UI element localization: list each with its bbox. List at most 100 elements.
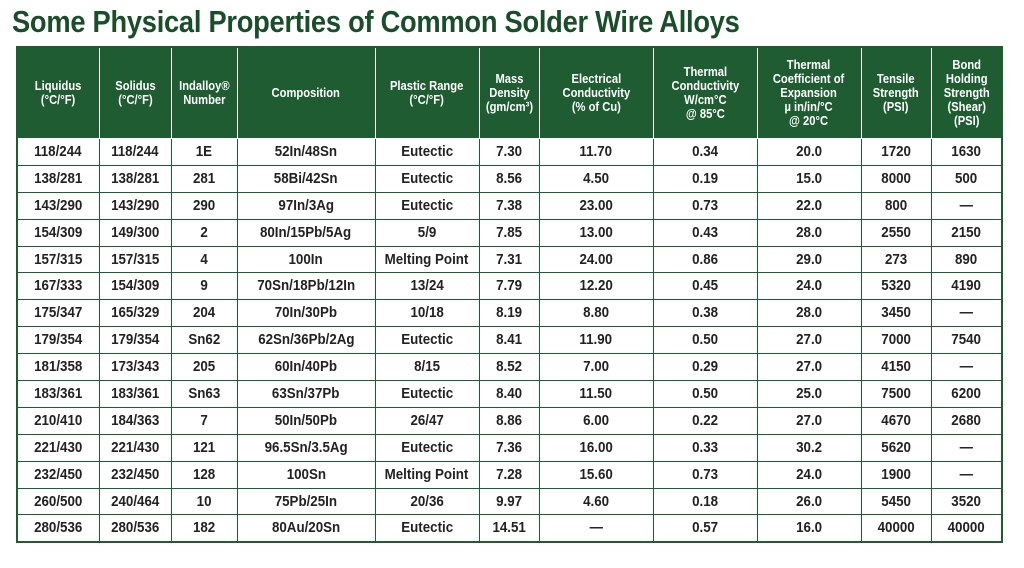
table-row: 181/358 173/343 205 60In/40Pb 8/15 8.52 7.00 0.… — [16, 353, 1003, 382]
cell-thermal-conductivity: 0.50 — [652, 380, 758, 408]
column-header-line: Solidus — [114, 78, 156, 93]
cell-value: Eutectic — [401, 170, 453, 187]
cell-plastic-range: 8/15 — [374, 353, 480, 382]
cell-electrical-conductivity: 23.00 — [538, 191, 654, 220]
cell-bond-strength: 2680 — [930, 406, 1003, 435]
cell-value: Sn63 — [188, 385, 220, 402]
cell-value: 10/18 — [410, 305, 444, 322]
column-header-label: Bond Holding Strength (Shear) (PSI) — [943, 58, 989, 128]
cell-value: 138/281 — [110, 170, 160, 187]
column-header-line: @ 85°C — [685, 106, 725, 121]
cell-value: 24.0 — [796, 278, 822, 295]
cell-value: 7.79 — [496, 278, 522, 295]
cell-bond-strength: — — [930, 191, 1003, 220]
cell-value: 221/430 — [34, 439, 83, 456]
cell-indalloy-number: 205 — [170, 353, 238, 382]
table-row: 175/347 165/329 204 70In/30Pb 10/18 8.19 8.80 0… — [16, 299, 1003, 328]
column-header-line: Composition — [271, 85, 341, 100]
column-header-line: Bond — [951, 57, 981, 72]
column-header-label: Mass Density (gm/cm³) — [485, 72, 532, 114]
column-header-label: Tensile Strength (PSI) — [873, 72, 919, 114]
column-header-line: Liquidus — [34, 78, 82, 93]
cell-electrical-conductivity: 24.00 — [538, 245, 654, 274]
cell-value: 2680 — [951, 412, 982, 429]
column-header-line: (°C/°F) — [41, 92, 76, 107]
cell-liquidus: 118/244 — [16, 138, 100, 166]
cell-plastic-range: Melting Point — [374, 245, 480, 274]
table-row: 143/290 143/290 290 97In/3Ag Eutectic 7.38 23.… — [16, 191, 1003, 220]
column-header-line: Indalloy® — [178, 78, 230, 93]
cell-indalloy-number: 10 — [170, 487, 238, 516]
column-header-plastic-range: Plastic Range (°C/°F) — [374, 46, 480, 139]
cell-value: 29.0 — [796, 251, 822, 268]
cell-value: Sn62 — [188, 332, 220, 349]
column-header-line: (°C/°F) — [409, 92, 445, 107]
cell-value: 60In/40Pb — [274, 359, 338, 376]
cell-tensile-strength: 3450 — [860, 299, 932, 328]
cell-thermal-expansion: 26.0 — [756, 487, 862, 516]
column-header-mass-density: Mass Density (gm/cm³) — [478, 46, 540, 139]
cell-value: 7.36 — [496, 439, 522, 456]
cell-tensile-strength: 1900 — [860, 460, 932, 489]
cell-thermal-expansion: 24.0 — [756, 460, 862, 489]
cell-value: 165/329 — [110, 305, 160, 322]
cell-value: 8.86 — [496, 412, 522, 429]
cell-composition: 75Pb/25In — [236, 487, 376, 516]
cell-value: 15.60 — [579, 466, 613, 483]
cell-value: 24.0 — [796, 466, 822, 483]
table-row: 157/315 157/315 4 100In Melting Point 7.31 24.… — [16, 245, 1003, 274]
table-row: 118/244 118/244 1E 52In/48Sn Eutectic 7.30 11.… — [16, 138, 1003, 166]
cell-mass-density: 7.79 — [478, 272, 540, 301]
column-header-line: Thermal — [683, 64, 727, 79]
cell-tensile-strength: 7000 — [860, 326, 932, 355]
cell-thermal-expansion: 30.2 — [756, 433, 862, 462]
cell-tensile-strength: 40000 — [860, 514, 932, 543]
cell-composition: 80In/15Pb/5Ag — [236, 218, 376, 247]
cell-thermal-expansion: 28.0 — [756, 299, 862, 328]
cell-value: 5/9 — [417, 224, 437, 241]
table-row: 280/536 280/536 182 80Au/20Sn Eutectic 14.51 —… — [16, 514, 1003, 543]
cell-value: 4 — [200, 251, 208, 268]
table-row: 221/430 221/430 121 96.5Sn/3.5Ag Eutectic 7.3… — [16, 433, 1003, 462]
cell-electrical-conductivity: 7.00 — [538, 353, 654, 382]
cell-value: 183/361 — [34, 385, 83, 402]
cell-value: 179/354 — [34, 332, 83, 349]
cell-value: 52In/48Sn — [274, 143, 338, 160]
cell-indalloy-number: 1E — [170, 138, 238, 166]
cell-indalloy-number: 204 — [170, 299, 238, 328]
cell-tensile-strength: 5620 — [860, 433, 932, 462]
cell-solidus: 118/244 — [98, 138, 172, 166]
cell-composition: 80Au/20Sn — [236, 514, 376, 543]
cell-value: 58Bi/42Sn — [274, 170, 338, 187]
column-header-thermal-conductivity: Thermal Conductivity W/cm°C @ 85°C — [652, 46, 758, 139]
cell-value: 30.2 — [796, 439, 822, 456]
cell-thermal-expansion: 15.0 — [756, 164, 862, 193]
column-header-line: Plastic Range — [390, 78, 464, 93]
cell-value: 154/309 — [110, 278, 160, 295]
cell-value: 28.0 — [796, 305, 822, 322]
cell-solidus: 179/354 — [98, 326, 172, 355]
cell-value: Eutectic — [401, 439, 453, 456]
cell-solidus: 173/343 — [98, 353, 172, 382]
cell-value: Eutectic — [401, 197, 453, 214]
cell-value: 16.0 — [796, 520, 822, 537]
cell-value: 143/290 — [34, 197, 83, 214]
cell-bond-strength: — — [930, 353, 1003, 382]
cell-electrical-conductivity: 6.00 — [538, 406, 654, 435]
table-row: 260/500 240/464 10 75Pb/25In 20/36 9.97 4.60 0.… — [16, 487, 1003, 516]
cell-composition: 50In/50Pb — [236, 406, 376, 435]
solder-properties-table: Liquidus (°C/°F) Solidus (°C/°F) Indalloy® Nu… — [16, 46, 1003, 544]
cell-value: 11.70 — [579, 143, 613, 160]
cell-solidus: 149/300 — [98, 218, 172, 247]
cell-value: 26/47 — [410, 412, 444, 429]
cell-value: 28.0 — [796, 224, 822, 241]
cell-tensile-strength: 273 — [860, 245, 932, 274]
cell-value: 182 — [192, 520, 216, 537]
cell-value: Eutectic — [401, 332, 453, 349]
cell-liquidus: 280/536 — [16, 514, 100, 543]
cell-thermal-conductivity: 0.34 — [652, 138, 758, 166]
cell-value: 70In/30Pb — [274, 305, 338, 322]
cell-thermal-conductivity: 0.29 — [652, 353, 758, 382]
cell-value: 4190 — [951, 278, 982, 295]
cell-thermal-conductivity: 0.33 — [652, 433, 758, 462]
